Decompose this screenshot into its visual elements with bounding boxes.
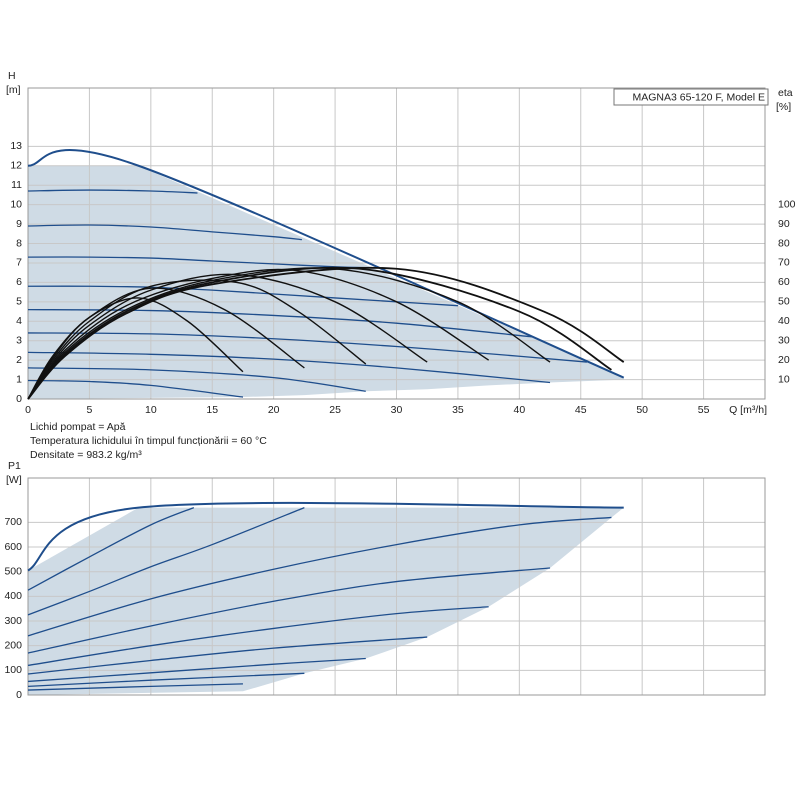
y2-tick-label: 100 [778, 198, 796, 210]
speed-curve [27, 636, 428, 675]
y-tick-label: 0 [16, 393, 22, 405]
y2-tick-label: 20 [778, 354, 790, 366]
y-tick-label: 12 [10, 160, 22, 172]
speed-curve [27, 606, 489, 667]
y-tick-label: 7 [16, 257, 22, 269]
efficiency-curve [27, 287, 305, 400]
x-tick-label: 10 [145, 404, 157, 416]
y-tick-label: 400 [4, 590, 22, 602]
y-tick-label: 0 [16, 689, 22, 701]
y-tick-label: 6 [16, 276, 22, 288]
speed-curve [27, 567, 551, 654]
speed-curve [27, 506, 195, 591]
efficiency-curve [27, 267, 551, 400]
y2-tick-label: 50 [778, 296, 790, 308]
efficiency-curve [27, 266, 612, 400]
y-tick-label: 13 [10, 140, 22, 152]
efficiency-curve [27, 279, 367, 400]
speed-curve [27, 367, 366, 392]
operating-region [28, 507, 624, 695]
speed-curve [27, 189, 198, 194]
y2-tick-label: 40 [778, 315, 790, 327]
x-tick-label: 35 [452, 404, 464, 416]
x-tick-label: 40 [513, 404, 525, 416]
speed-curve [27, 501, 624, 572]
y2-tick-label: 80 [778, 237, 790, 249]
y2-tick-label: 60 [778, 276, 790, 288]
y-axis-label: H [8, 70, 16, 82]
speed-curve [27, 149, 625, 379]
speed-curve [27, 683, 243, 691]
x-tick-label: 15 [206, 404, 218, 416]
x-tick-label: 0 [25, 404, 31, 416]
y-tick-label: 100 [4, 664, 22, 676]
y-tick-label: 11 [11, 179, 22, 191]
speed-curve [27, 351, 551, 384]
x-axis-label: Q [m³/h] [729, 404, 767, 416]
x-tick-label: 20 [268, 404, 280, 416]
efficiency-curve [27, 266, 625, 400]
plot-frame [27, 477, 766, 696]
y2-tick-label: 10 [778, 373, 790, 385]
y2-tick-label: 70 [778, 257, 790, 269]
efficiency-curve [27, 273, 428, 400]
x-tick-label: 55 [698, 404, 710, 416]
speed-curve [27, 516, 612, 637]
legend-text: MAGNA3 65-120 F, Model E [633, 91, 765, 103]
y-tick-label: 200 [4, 639, 22, 651]
y-tick-label: 4 [16, 315, 22, 327]
y-tick-label: 10 [10, 198, 22, 210]
y2-axis-label: eta [778, 87, 793, 99]
y-tick-label: 3 [16, 334, 22, 346]
speed-curve [27, 506, 305, 616]
y-tick-label: 8 [16, 237, 22, 249]
x-tick-label: 25 [329, 404, 341, 416]
y-axis-unit: [m] [6, 84, 21, 96]
y-tick-label: 5 [16, 296, 22, 308]
note: Lichid pompat = Apă [30, 421, 126, 433]
x-tick-label: 50 [636, 404, 648, 416]
y2-tick-label: 30 [778, 334, 790, 346]
speed-curve [27, 379, 244, 398]
y-tick-label: 700 [4, 516, 22, 528]
y-tick-label: 9 [16, 218, 22, 230]
speed-curve [27, 657, 366, 683]
x-tick-label: 45 [575, 404, 587, 416]
plot-frame [27, 87, 766, 400]
y-tick-label: 300 [4, 615, 22, 627]
x-tick-label: 5 [86, 404, 92, 416]
speed-curve [27, 332, 587, 363]
y-axis-unit: [W] [6, 474, 22, 486]
legend-box [613, 88, 769, 106]
speed-curve [27, 672, 305, 688]
y-tick-label: 600 [4, 541, 22, 553]
y2-tick-label: 90 [778, 218, 790, 230]
y-tick-label: 1 [16, 373, 22, 385]
y2-axis-unit: [%] [776, 101, 791, 113]
note: Temperatura lichidului în timpul funcțio… [30, 435, 267, 447]
y-tick-label: 500 [4, 565, 22, 577]
x-tick-label: 30 [391, 404, 403, 416]
speed-curve [27, 285, 458, 307]
speed-curve [27, 224, 302, 241]
y-axis-label: P1 [8, 460, 21, 472]
note: Densitate = 983.2 kg/m³ [30, 449, 142, 461]
y-tick-label: 2 [16, 354, 22, 366]
efficiency-curve [27, 268, 489, 400]
